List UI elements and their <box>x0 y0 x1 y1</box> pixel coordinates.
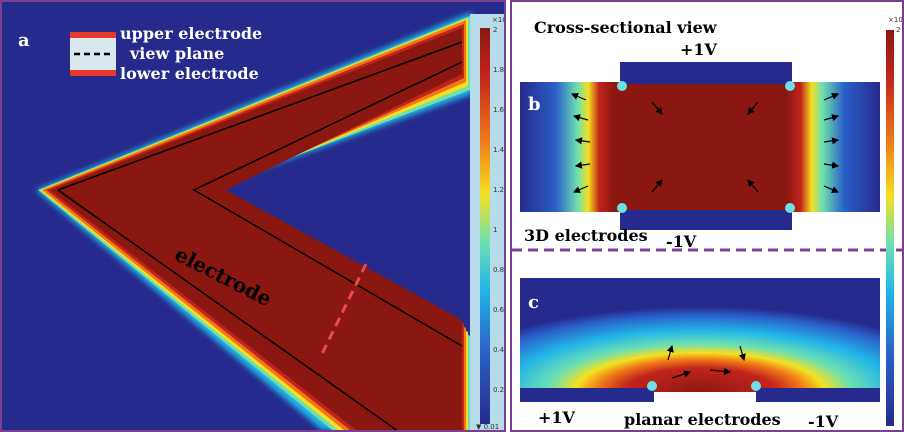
colorbar-a-exponent: ×10 <box>492 16 506 24</box>
panel-a: a upper electrode view plane lower elect… <box>0 0 506 432</box>
field-maps-bc <box>512 62 902 402</box>
legend-lower-label: lower electrode <box>120 64 259 83</box>
colorbar-a-tick: 0.4 <box>493 346 505 354</box>
panel-b-top-electrode <box>620 62 792 84</box>
panel-c-caption: planar electrodes <box>624 410 781 429</box>
panel-b-title: Cross-sectional view <box>534 18 717 37</box>
panel-c-left-electrode <box>520 388 654 402</box>
panel-b-bottom-electrode <box>620 210 792 230</box>
panel-b-letter: b <box>528 94 541 115</box>
field-arrows-c <box>666 344 746 379</box>
colorbar-a-tick: 0.8 <box>493 266 505 274</box>
colorbar-right: ×10 2 <box>882 12 903 430</box>
panel-c-right-electrode <box>756 388 880 402</box>
colorbar-a-gradient <box>480 28 490 424</box>
v-electrode <box>50 28 462 430</box>
colorbar-a-tick: 2 <box>493 26 498 34</box>
panel-c-right-voltage: -1V <box>808 412 839 431</box>
colorbar-a-tick: ▼ 0.01 <box>476 423 500 431</box>
view-plane-line <box>318 263 368 359</box>
colorbar-right-exponent: ×10 <box>888 16 903 24</box>
panel-c-left-voltage: +1V <box>538 408 575 427</box>
colorbar-a-tick: 0.2 <box>493 386 505 394</box>
field-map-a <box>36 12 472 430</box>
panel-a-letter: a <box>18 30 30 51</box>
panel-c-field <box>520 278 880 392</box>
colorbar-a-tick: 1.8 <box>493 66 505 74</box>
panel-b-bottom-voltage: -1V <box>666 232 697 251</box>
panel-b-top-voltage: +1V <box>680 40 717 59</box>
colorbar-a-tick: 0.6 <box>493 306 505 314</box>
colorbar-a: ×10 2 1.8 1.6 1.4 1.2 1 0.8 0.6 0.4 0.2 … <box>470 14 506 431</box>
colorbar-right-tick: 2 <box>896 26 901 34</box>
colorbar-a-tick: 1.6 <box>493 106 505 114</box>
panel-b-field <box>520 82 880 212</box>
colorbar-a-tick: 1.4 <box>493 146 505 154</box>
legend-upper-label: upper electrode <box>120 24 263 43</box>
panel-c-letter: c <box>528 292 539 313</box>
field-arrows-b <box>570 93 840 193</box>
legend-view-label: view plane <box>130 44 225 63</box>
panel-b-caption: 3D electrodes <box>524 226 648 245</box>
colorbar-a-tick: 1 <box>493 226 498 234</box>
colorbar-a-tick: 1.2 <box>493 186 505 194</box>
colorbar-right-gradient <box>886 30 894 426</box>
panel-right: Cross-sectional view +1V b 3D electrodes… <box>510 0 904 432</box>
